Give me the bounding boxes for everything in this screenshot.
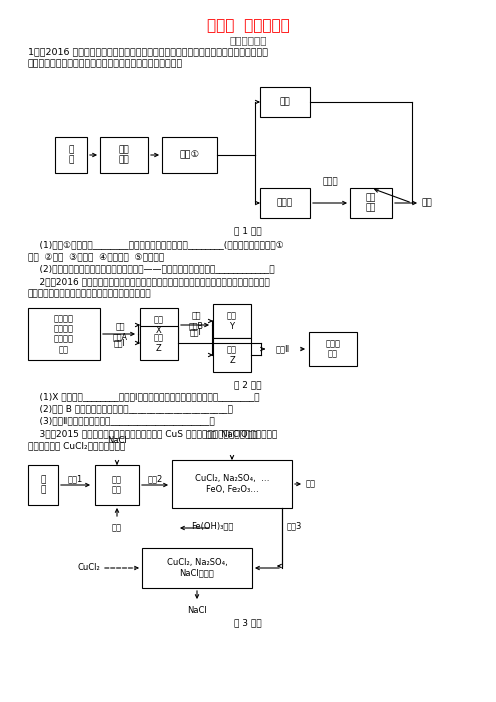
Bar (350, 188, 392, 218)
Text: 废气: 废气 (306, 479, 316, 489)
Text: 操作①: 操作① (180, 150, 199, 159)
Bar (140, 308, 178, 342)
Bar (172, 460, 292, 508)
Text: 第 2 题图: 第 2 题图 (234, 380, 262, 389)
Text: 固体
Y: 固体 Y (227, 311, 237, 331)
Text: NaCl: NaCl (107, 436, 127, 445)
Bar (309, 332, 357, 366)
Text: (2)加入 B 时反应的化学方程式为______________________。: (2)加入 B 时反应的化学方程式为______________________… (28, 404, 233, 413)
Text: (3)操作Ⅱ中玻璃棒的作用是______________________。: (3)操作Ⅱ中玻璃棒的作用是______________________。 (28, 416, 215, 425)
Text: 操作1: 操作1 (67, 474, 83, 483)
Text: 烧杯  ②量筒  ③玻璃棒  ④胶头滴管  ⑤漏斗）。: 烧杯 ②量筒 ③玻璃棒 ④胶头滴管 ⑤漏斗）。 (28, 252, 164, 261)
Text: 第 1 题图: 第 1 题图 (234, 226, 262, 235)
Text: 消毒剂: 消毒剂 (322, 177, 338, 186)
Text: Fe(OH)₃固体: Fe(OH)₃固体 (191, 521, 233, 530)
Text: 操作Ⅰ: 操作Ⅰ (114, 338, 126, 347)
Text: 固体
X: 固体 X (154, 315, 164, 335)
Text: 一定量含
硫酸锌和
硫酸铜的
废水: 一定量含 硫酸锌和 硫酸铜的 废水 (54, 314, 74, 354)
Bar (100, 137, 148, 173)
Bar (260, 87, 310, 117)
Text: 硫酸锌
固体: 硫酸锌 固体 (325, 339, 340, 359)
Text: 排放: 排放 (422, 199, 433, 208)
Text: 污
水: 污 水 (68, 145, 74, 165)
Text: 1．（2016 恩施州）某中学化学课外兴趣小组在参观考查了本地污水处理厂后，设计了如: 1．（2016 恩施州）某中学化学课外兴趣小组在参观考查了本地污水处理厂后，设计… (28, 47, 268, 56)
Bar (28, 308, 100, 360)
Text: 污泥: 污泥 (280, 98, 290, 107)
Text: 操作Ⅰ: 操作Ⅰ (190, 327, 202, 336)
Bar (142, 548, 252, 588)
Text: 加过
量的A: 加过 量的A (113, 322, 127, 341)
Text: (1)X 的成分为________；操作Ⅰ需用的玻璃仪器有烧杯、玻璃棒和________。: (1)X 的成分为________；操作Ⅰ需用的玻璃仪器有烧杯、玻璃棒和____… (28, 392, 259, 401)
Text: NaCl: NaCl (187, 606, 207, 615)
Text: 操作2: 操作2 (147, 474, 163, 483)
Text: (2)某污水处理厂使用的是安全高效消毒剂——二氧化氯，其化学式为____________。: (2)某污水处理厂使用的是安全高效消毒剂——二氧化氯，其化学式为________… (28, 264, 275, 273)
Bar (213, 304, 251, 338)
Text: 专题七  工艺流程题: 专题七 工艺流程题 (207, 18, 289, 33)
Text: (1)操作①的名称是________，必需用到的玻璃仪器有________(选择仪器序号填空：①: (1)操作①的名称是________，必需用到的玻璃仪器有________(选择… (28, 240, 284, 249)
Text: 图所示简易污水处理流程，在实验室净化采集到的一瓶污水：: 图所示简易污水处理流程，在实验室净化采集到的一瓶污水： (28, 59, 183, 68)
Text: CuCl₂, Na₂SO₄,  …
FeO, Fe₂O₃…: CuCl₂, Na₂SO₄, … FeO, Fe₂O₃… (195, 475, 269, 494)
Text: 溶液
Z: 溶液 Z (227, 345, 237, 365)
Bar (140, 326, 178, 360)
Text: 2．（2016 河南）为减少污染并变废为宝，某化学小组在实验室探究工业废水的综合利用，: 2．（2016 河南）为减少污染并变废为宝，某化学小组在实验室探究工业废水的综合… (28, 277, 270, 286)
Text: 水溶液: 水溶液 (277, 199, 293, 208)
Text: 空气: 空气 (112, 523, 122, 532)
Text: 溶液
Z: 溶液 Z (154, 333, 164, 352)
Text: 废
渣: 废 渣 (40, 475, 46, 495)
Bar (260, 188, 310, 218)
Bar (55, 137, 87, 173)
Text: 加适
量的B: 加适 量的B (188, 311, 203, 331)
Bar (95, 465, 139, 505)
Text: 操作Ⅱ: 操作Ⅱ (276, 345, 290, 354)
Text: 静置
沉降: 静置 沉降 (119, 145, 129, 165)
Text: 盐酸  NaClO溶液: 盐酸 NaClO溶液 (206, 429, 258, 438)
Bar (213, 338, 251, 372)
Text: 专题综合训练: 专题综合训练 (229, 35, 267, 45)
Text: 渣为原料生产 CuCl₂的流程图如下：: 渣为原料生产 CuCl₂的流程图如下： (28, 441, 125, 450)
Text: CuCl₂: CuCl₂ (77, 564, 100, 573)
Text: 3．（2015 江西）炼铁产生的废渣中含有大量 CuS 及少量钴和铁的化合物，工业上以该废: 3．（2015 江西）炼铁产生的废渣中含有大量 CuS 及少量钴和铁的化合物，工… (28, 429, 277, 438)
Text: 操作3: 操作3 (287, 522, 303, 531)
Text: 废渣
粉末: 废渣 粉末 (112, 475, 122, 495)
Text: 第 3 题图: 第 3 题图 (234, 618, 262, 627)
Bar (28, 465, 58, 505)
Text: 设计了以下流程图并完成了回收铜和硫酸锌的实验。: 设计了以下流程图并完成了回收铜和硫酸锌的实验。 (28, 289, 152, 298)
Text: CuCl₂, Na₂SO₄,
NaCl等溶液: CuCl₂, Na₂SO₄, NaCl等溶液 (167, 558, 227, 578)
Text: 二次
沉降: 二次 沉降 (366, 193, 376, 213)
Bar (162, 137, 217, 173)
